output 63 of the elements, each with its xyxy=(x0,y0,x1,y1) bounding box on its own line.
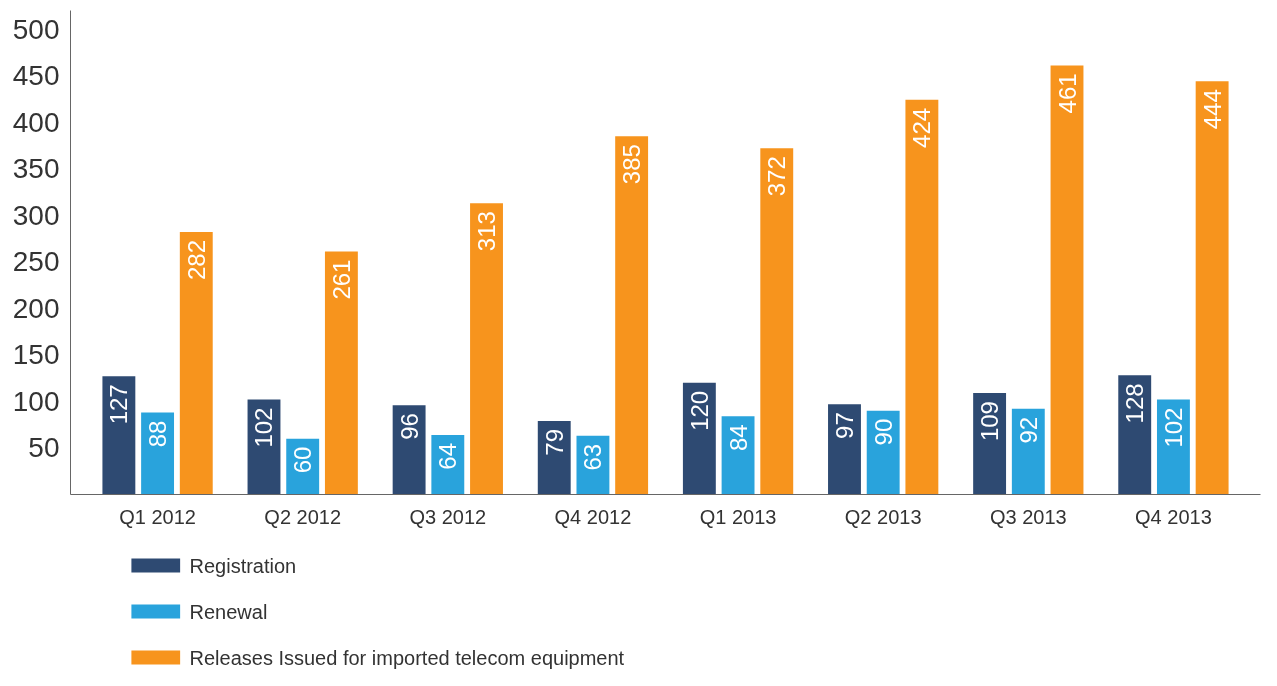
data-label: 84 xyxy=(724,424,752,452)
data-label: 109 xyxy=(976,401,1004,442)
data-label: 102 xyxy=(250,407,278,448)
data-label: 461 xyxy=(1053,73,1081,114)
y-tick-label: 350 xyxy=(12,153,60,185)
data-label: 97 xyxy=(830,412,858,439)
legend-label: Releases Issued for imported telecom equipment xyxy=(189,646,625,669)
legend-label: Registration xyxy=(189,554,297,577)
y-tick-label: 50 xyxy=(28,432,60,464)
data-label: 313 xyxy=(473,211,501,252)
data-label: 282 xyxy=(182,240,210,281)
bar xyxy=(905,99,939,495)
y-tick-label: 400 xyxy=(12,106,60,138)
bar xyxy=(1011,408,1045,495)
x-tick-label: Q3 2012 xyxy=(409,505,487,528)
bar xyxy=(179,232,213,495)
x-tick-label: Q1 2013 xyxy=(699,505,777,528)
x-tick-label: Q3 2013 xyxy=(989,505,1067,528)
bar xyxy=(324,251,358,495)
bar xyxy=(828,404,861,495)
data-label: 261 xyxy=(327,259,355,300)
data-label: 92 xyxy=(1014,416,1042,444)
bar xyxy=(866,410,900,495)
data-label: 60 xyxy=(289,446,317,474)
bar xyxy=(392,405,426,495)
data-label: 102 xyxy=(1159,407,1187,448)
y-tick-label: 200 xyxy=(12,292,60,324)
bar xyxy=(721,416,755,495)
bar xyxy=(1195,81,1229,495)
data-label: 64 xyxy=(434,442,462,470)
bar xyxy=(1050,65,1084,495)
data-label: 96 xyxy=(395,413,423,440)
bar xyxy=(102,376,136,495)
bar xyxy=(760,148,794,495)
data-label: 372 xyxy=(763,156,791,197)
bar xyxy=(973,393,1007,495)
x-tick-label: Q4 2013 xyxy=(1135,505,1212,528)
data-label: 90 xyxy=(869,418,897,446)
y-tick-label: 250 xyxy=(12,246,60,278)
data-label: 120 xyxy=(685,390,713,431)
y-tick-label: 500 xyxy=(12,13,60,45)
data-label: 128 xyxy=(1121,383,1149,424)
x-tick-label: Q4 2012 xyxy=(554,505,632,528)
y-tick-label: 300 xyxy=(12,199,60,231)
legend-label: Renewal xyxy=(189,600,268,623)
data-label: 88 xyxy=(144,420,172,448)
bar xyxy=(682,382,716,495)
data-label: 127 xyxy=(105,384,133,425)
bar xyxy=(470,203,503,495)
data-label: 385 xyxy=(618,144,646,185)
y-tick-label: 450 xyxy=(12,60,60,92)
x-tick-label: Q1 2012 xyxy=(119,505,196,528)
bar xyxy=(537,420,571,495)
bar xyxy=(1118,375,1152,495)
data-label: 63 xyxy=(579,443,607,471)
data-label: 444 xyxy=(1198,89,1226,130)
bar xyxy=(615,136,649,495)
y-tick-label: 100 xyxy=(12,385,60,417)
x-tick-label: Q2 2012 xyxy=(264,505,342,528)
data-label: 424 xyxy=(908,107,936,148)
x-tick-label: Q2 2013 xyxy=(844,505,922,528)
y-tick-label: 150 xyxy=(12,339,60,371)
data-label: 79 xyxy=(540,428,568,456)
